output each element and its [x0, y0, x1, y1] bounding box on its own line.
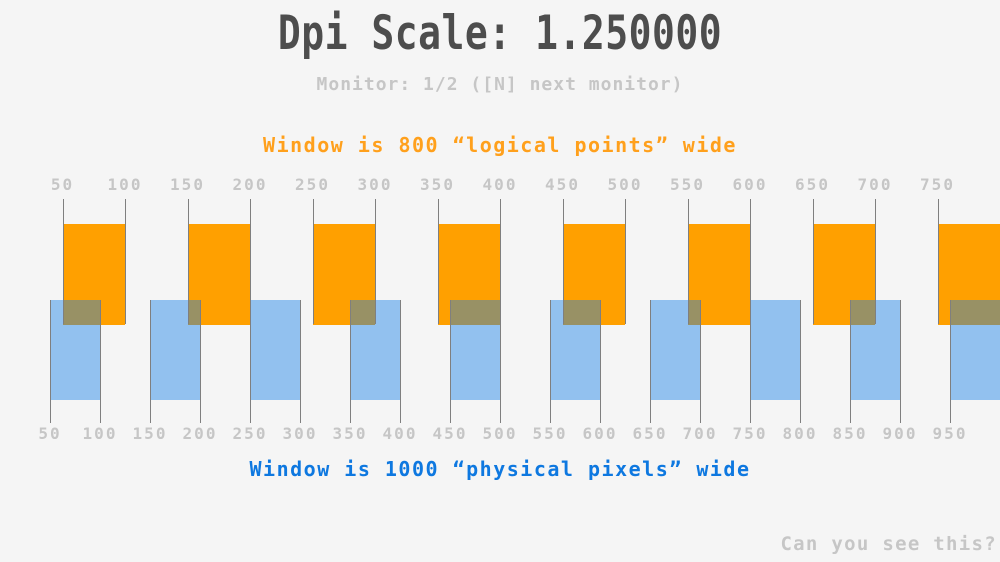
bottom-ruler-label: 350	[332, 424, 368, 443]
top-ruler-label: 50	[50, 175, 75, 194]
bottom-ruler-label: 950	[932, 424, 968, 443]
bottom-ruler-label: 100	[82, 424, 118, 443]
top-ruler-label: 550	[670, 175, 705, 194]
top-ruler-tick	[625, 199, 626, 324]
bottom-ruler-tick	[850, 300, 851, 423]
logical-points-bar	[562, 224, 625, 325]
top-ruler-label: 100	[107, 175, 143, 194]
bottom-ruler-label: 450	[432, 424, 468, 443]
top-ruler-label: 650	[795, 175, 830, 194]
top-ruler-tick	[875, 199, 876, 324]
top-ruler-tick	[187, 199, 189, 324]
bottom-ruler-tick	[800, 300, 801, 423]
physical-pixels-bar	[750, 300, 800, 400]
bottom-ruler-label: 850	[832, 424, 868, 443]
logical-points-bar	[187, 224, 250, 325]
bottom-ruler-tick	[900, 300, 901, 423]
bottom-ruler-tick	[550, 300, 551, 423]
top-ruler-tick	[500, 199, 501, 324]
bottom-ruler-label: 250	[232, 424, 268, 443]
bottom-ruler-label: 550	[532, 424, 568, 443]
physical-pixels-bar	[950, 300, 1000, 400]
bottom-ruler-label: 750	[732, 424, 768, 443]
bottom-ruler-tick	[650, 300, 651, 423]
physical-width-heading: Window is 1000 “physical pixels” wide	[249, 457, 751, 481]
top-ruler-tick	[562, 199, 564, 324]
top-ruler-label: 350	[420, 175, 455, 194]
physical-pixels-bar	[250, 300, 300, 400]
bottom-ruler-tick	[200, 300, 201, 423]
bottom-ruler-tick	[400, 300, 401, 423]
bottom-ruler-label: 400	[382, 424, 418, 443]
top-ruler-label: 150	[170, 175, 205, 194]
bottom-ruler-tick	[350, 300, 351, 423]
top-ruler-label: 300	[357, 175, 393, 194]
bottom-ruler-tick	[950, 300, 951, 423]
top-ruler-tick	[750, 199, 751, 324]
top-ruler-tick	[937, 199, 939, 324]
top-ruler-label: 750	[920, 175, 955, 194]
bottom-ruler-tick	[150, 300, 151, 423]
page-title: Dpi Scale: 1.250000	[277, 5, 723, 61]
bottom-ruler-tick	[700, 300, 701, 423]
physical-pixels-bar	[450, 300, 500, 400]
bottom-ruler-tick	[450, 300, 451, 423]
top-ruler-tick	[812, 199, 814, 324]
logical-points-bar	[812, 224, 875, 325]
physical-pixels-bar	[550, 300, 600, 400]
top-ruler-tick	[375, 199, 376, 324]
top-ruler-label: 600	[732, 175, 768, 194]
top-ruler-tick	[687, 199, 689, 324]
top-ruler-tick	[312, 199, 314, 324]
top-ruler-label: 250	[295, 175, 330, 194]
physical-pixels-bar	[50, 300, 100, 400]
bottom-ruler-tick	[50, 300, 51, 423]
top-ruler-label: 400	[482, 175, 518, 194]
bottom-ruler-label: 500	[482, 424, 518, 443]
bottom-ruler-tick	[300, 300, 301, 423]
bottom-ruler-label: 600	[582, 424, 618, 443]
bottom-ruler-label: 300	[282, 424, 318, 443]
top-ruler-label: 200	[232, 175, 268, 194]
bottom-ruler-tick	[600, 300, 601, 423]
logical-points-bar	[62, 224, 125, 325]
bottom-ruler-label: 800	[782, 424, 818, 443]
bottom-ruler-label: 900	[882, 424, 918, 443]
logical-points-bar	[437, 224, 500, 325]
physical-pixels-bar	[150, 300, 200, 400]
bottom-ruler-tick	[750, 300, 751, 423]
top-ruler-tick	[437, 199, 439, 324]
logical-points-bar	[937, 224, 1000, 325]
top-ruler-label: 500	[607, 175, 643, 194]
logical-points-bar	[312, 224, 375, 325]
bottom-ruler-label: 700	[682, 424, 718, 443]
logical-points-bar	[687, 224, 750, 325]
logical-width-heading: Window is 800 “logical points” wide	[263, 133, 737, 157]
bottom-ruler-tick	[100, 300, 101, 423]
bottom-ruler-label: 200	[182, 424, 218, 443]
top-ruler-tick	[62, 199, 64, 324]
top-ruler-tick	[125, 199, 126, 324]
physical-pixels-bar	[650, 300, 700, 400]
bottom-ruler-tick	[500, 300, 501, 423]
bottom-ruler-tick	[250, 300, 251, 423]
top-ruler-label: 700	[857, 175, 893, 194]
bottom-ruler-label: 650	[632, 424, 668, 443]
bottom-ruler-label: 150	[132, 424, 168, 443]
monitor-status-text: Monitor: 1/2 ([N] next monitor)	[316, 74, 684, 95]
top-ruler-label: 450	[545, 175, 580, 194]
visibility-question-text: Can you see this?	[780, 533, 997, 555]
bottom-ruler-label: 50	[38, 424, 62, 443]
top-ruler-tick	[250, 199, 251, 324]
